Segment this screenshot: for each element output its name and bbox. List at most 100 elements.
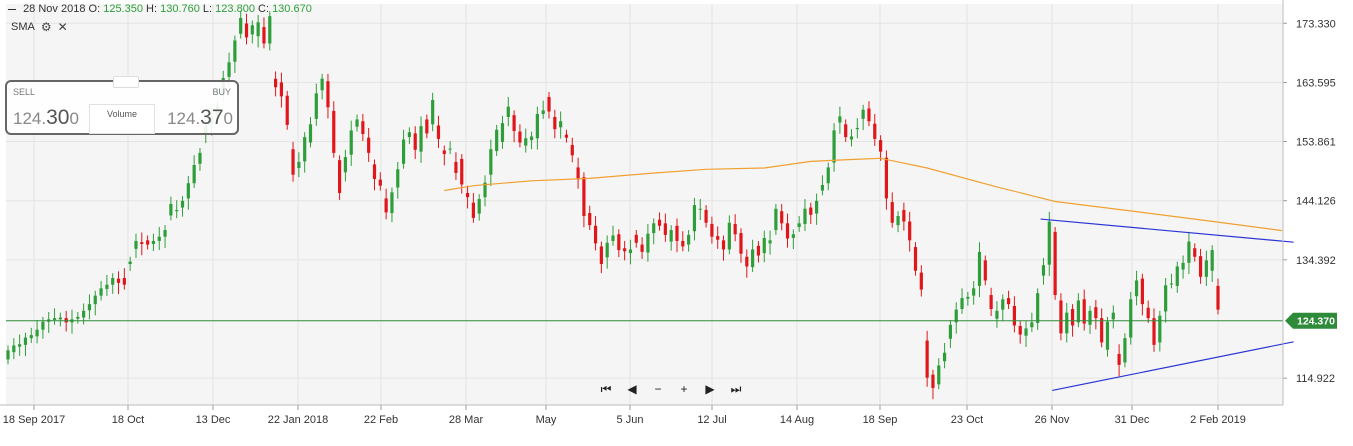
candle-body (378, 179, 382, 186)
candle-body (564, 134, 569, 138)
candle-body (291, 149, 295, 175)
y-tick-label: 173.330 (1296, 18, 1336, 30)
candle-body (611, 235, 615, 241)
candle (832, 123, 836, 172)
candle (1047, 211, 1051, 276)
upper-trendline[interactable] (1040, 218, 1294, 243)
candle-body (87, 304, 92, 311)
candle (878, 135, 883, 161)
candle (518, 124, 522, 148)
x-tick-label: 22 Jan 2018 (268, 414, 329, 426)
candle-body (495, 129, 499, 152)
candle (751, 239, 755, 272)
candle-body (634, 234, 638, 243)
sell-button[interactable]: 124.300 (13, 106, 79, 130)
candle-body (12, 345, 16, 353)
candle-body (384, 198, 388, 213)
candle (6, 345, 10, 365)
buy-button[interactable]: 124.370 (167, 106, 233, 130)
ohlc-close-label: C: (258, 3, 269, 15)
y-tick-label: 144.126 (1296, 196, 1336, 208)
candle (448, 141, 452, 155)
zoom-out-icon[interactable]: − (654, 382, 662, 396)
scroll-right-icon[interactable]: ▶ (705, 382, 715, 396)
scroll-left-icon[interactable]: ◀ (627, 382, 637, 396)
candle-body (617, 234, 621, 251)
candle-body (756, 245, 761, 256)
lower-trendline[interactable] (1052, 341, 1294, 392)
volume-input[interactable]: Volume (89, 104, 155, 134)
candle (896, 211, 900, 233)
jump-first-icon[interactable]: ⏮ (600, 382, 612, 396)
candle (122, 268, 126, 290)
zoom-in-icon[interactable]: + (680, 382, 688, 396)
candle (960, 288, 964, 314)
candle (500, 115, 505, 149)
buy-label: BUY (212, 87, 231, 97)
candle-body (361, 121, 365, 135)
current-price-badge (1285, 312, 1337, 329)
candle (535, 106, 539, 150)
candle-body (76, 316, 80, 319)
candle (867, 101, 871, 127)
candle-body (948, 324, 953, 339)
candle (489, 139, 493, 186)
candle-body (925, 340, 929, 378)
gear-icon[interactable]: ⚙ (40, 20, 52, 34)
candle (1065, 302, 1069, 343)
candle (663, 213, 667, 242)
candle-body (500, 123, 505, 142)
candle (460, 154, 464, 194)
candle (436, 115, 441, 148)
candle-body (297, 161, 301, 169)
candle (692, 197, 697, 241)
candle-body (122, 278, 126, 285)
candle-body (1164, 285, 1168, 312)
candle-body (1024, 328, 1028, 336)
drag-handle[interactable] (113, 76, 139, 88)
candle (297, 152, 301, 178)
candle-body (553, 117, 557, 130)
candle-body (250, 25, 254, 35)
candle-body (669, 230, 673, 242)
candle (349, 120, 353, 166)
candle-body (233, 40, 237, 62)
candle-body (896, 216, 900, 226)
candle (233, 35, 237, 73)
candle (710, 216, 714, 244)
candle-body (960, 298, 964, 310)
candle-body (332, 110, 336, 153)
candle (529, 131, 534, 150)
candle-body (1187, 241, 1191, 263)
candle-body (913, 247, 918, 271)
candle (390, 187, 394, 223)
current-price-label: 124.370 (1297, 316, 1335, 328)
candle (140, 232, 144, 256)
close-icon[interactable]: ✕ (57, 20, 68, 34)
jump-last-icon[interactable]: ⏭ (730, 382, 742, 396)
candle (873, 113, 877, 146)
candle-body (349, 130, 353, 155)
candle (314, 83, 318, 126)
candle-body (576, 167, 580, 180)
candle-body (745, 256, 749, 267)
candle-body (1175, 266, 1179, 286)
candle (308, 117, 313, 148)
candle (780, 203, 784, 231)
candle-body (605, 242, 609, 258)
candle (576, 157, 580, 189)
candle (361, 113, 365, 142)
candle (983, 255, 987, 286)
collapse-dash-icon[interactable] (8, 8, 16, 10)
candle (925, 330, 929, 387)
candle-body (902, 209, 906, 222)
candle-body (1001, 299, 1005, 310)
candle (698, 199, 702, 220)
candle-body (256, 22, 260, 37)
candle (163, 225, 167, 248)
candle-body (1012, 305, 1016, 326)
candle-body (489, 149, 493, 175)
y-tick-label: 114.922 (1296, 373, 1335, 385)
candle-body (721, 240, 726, 250)
